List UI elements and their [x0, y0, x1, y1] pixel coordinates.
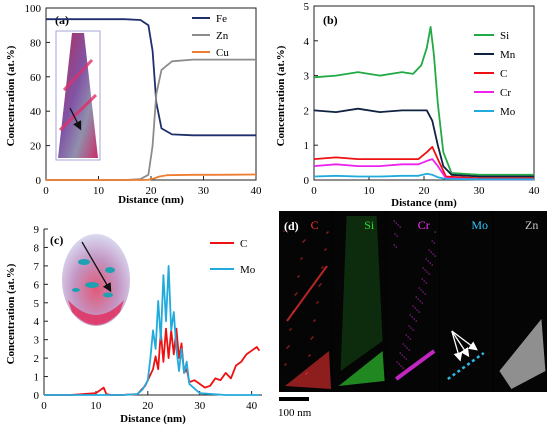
y-tick-label: 5: [34, 298, 40, 310]
y-tick-label: 4: [304, 36, 310, 48]
panel-a-xlabel: Distance (nm): [118, 194, 184, 206]
series-line-mo: [313, 172, 534, 181]
legend-label-cr: Cr: [500, 87, 511, 99]
series-line-fe: [46, 18, 256, 137]
x-tick-label: 10: [364, 185, 376, 197]
x-tick-label: 30: [194, 400, 206, 412]
y-tick-label: 3: [34, 335, 40, 347]
y-tick-label: 6: [34, 279, 40, 291]
panel-b-axes-frame: [313, 5, 535, 181]
x-tick-label: 20: [419, 185, 431, 197]
legend-label-mo: Mo: [500, 106, 516, 118]
legend-label-c: C: [240, 238, 247, 250]
x-tick-label: 10: [93, 185, 105, 197]
panel-a-ylabel: Concentration (at.%): [5, 45, 17, 146]
y-tick-label: 7: [34, 261, 40, 273]
y-tick-label: 0: [304, 175, 310, 187]
panel-b-ylabel: Concentration (at.%): [275, 45, 287, 146]
y-tick-label: 1: [304, 140, 310, 152]
map-label-mo: Mo: [471, 218, 488, 232]
x-tick-label: 20: [146, 185, 158, 197]
y-tick-label: 0: [34, 390, 40, 402]
panel-c-profile-arrow: [81, 241, 112, 293]
y-tick-label: 60: [30, 72, 42, 84]
map-label-zn: Zn: [525, 218, 538, 232]
panel-a-tip-image: [55, 30, 101, 161]
y-tick-label: 2: [34, 353, 40, 365]
y-tick-label: 0: [36, 175, 42, 187]
panel-a-profile-arrow: [69, 107, 82, 131]
y-tick-label: 2: [304, 105, 310, 117]
panel-c-legend: C Mo: [210, 238, 256, 276]
y-tick-label: 80: [30, 37, 42, 49]
y-tick-label: 20: [30, 141, 42, 153]
y-tick-label: 1: [34, 372, 40, 384]
x-tick-label: 40: [529, 185, 541, 197]
elemental-map-zn: Zn: [493, 211, 546, 392]
panel-a-lines: [46, 18, 257, 181]
mo-arrow: [451, 330, 463, 362]
panel-a: Concentration (at.%) 0 20 40 60 80 100 0 10 20 3…: [5, 3, 262, 206]
legend-label-si: Si: [500, 30, 509, 42]
panel-d-maps: C Si Cr Mo Zn: [279, 211, 546, 392]
x-tick-label: 0: [41, 400, 47, 412]
map-label-si: Si: [364, 218, 375, 232]
elemental-map-cr: Cr: [386, 211, 439, 392]
series-line-si: [313, 25, 534, 176]
y-tick-label: 8: [34, 242, 40, 254]
panel-c-label: (c): [50, 233, 63, 247]
mo-arrow: [451, 330, 470, 358]
elemental-map-mo: Mo: [439, 211, 493, 392]
legend-label-mo: Mo: [240, 264, 256, 276]
panel-c-yticks: 0 1 2 3 4 5 6 7 8 9: [34, 224, 48, 402]
panel-b-xlabel: Distance (nm): [391, 197, 457, 209]
panel-c-lines: [44, 264, 261, 396]
legend-label-fe: Fe: [216, 13, 227, 25]
map-label-cr: Cr: [418, 218, 430, 232]
x-tick-label: 30: [198, 185, 210, 197]
x-tick-label: 40: [251, 185, 263, 197]
scale-bar: [279, 397, 309, 401]
legend-label-cu: Cu: [216, 47, 229, 59]
panel-b-lines: [313, 25, 534, 181]
panel-b: Concentration (at.%) 0 1 2 3 4 5 0 10 20 30 40 (b…: [275, 1, 540, 209]
legend-label-c: C: [500, 68, 507, 80]
panel-a-xticks: 0 10 20 30 40: [43, 176, 262, 197]
x-tick-label: 20: [142, 400, 154, 412]
elemental-map-si: Si: [332, 211, 386, 392]
panel-c-ylabel: Concentration (at.%): [5, 263, 17, 364]
x-tick-label: 10: [90, 400, 102, 412]
y-tick-label: 40: [30, 106, 42, 118]
series-line-mo: [44, 264, 260, 396]
x-tick-label: 0: [43, 185, 49, 197]
legend-label-zn: Zn: [216, 30, 229, 42]
panel-c-xlabel: Distance (nm): [120, 413, 186, 425]
y-tick-label: 9: [34, 224, 40, 236]
panel-b-legend: Si Mn C Cr Mo: [474, 30, 516, 118]
y-tick-label: 5: [304, 1, 310, 13]
elemental-map-c: C: [279, 211, 332, 392]
series-line-mn: [313, 107, 534, 178]
panel-b-label: (b): [323, 13, 338, 27]
map-label-c: C: [311, 218, 319, 232]
panel-c-tip-image: [62, 234, 130, 326]
series-line-c: [313, 145, 534, 180]
scale-bar-label: 100 nm: [278, 407, 312, 419]
panel-d-label: (d): [284, 219, 299, 233]
x-tick-label: 0: [311, 185, 317, 197]
x-tick-label: 30: [474, 185, 486, 197]
panel-a-legend: Fe Zn Cu: [192, 13, 229, 59]
panel-a-yticks: 0 20 40 60 80 100: [25, 3, 50, 187]
y-tick-label: 3: [304, 71, 310, 83]
x-tick-label: 40: [246, 400, 258, 412]
series-line-cu: [46, 173, 257, 181]
legend-label-mn: Mn: [500, 49, 516, 61]
panel-c: Concentration (at.%) 0 1 2 3 4 5 6 7 8 9 0 10 20 30 4…: [5, 224, 262, 425]
y-tick-label: 100: [25, 3, 42, 15]
y-tick-label: 4: [34, 316, 40, 328]
panel-d: C Si Cr Mo Zn (d) 100 nm: [278, 211, 547, 419]
mo-arrow: [451, 330, 478, 351]
